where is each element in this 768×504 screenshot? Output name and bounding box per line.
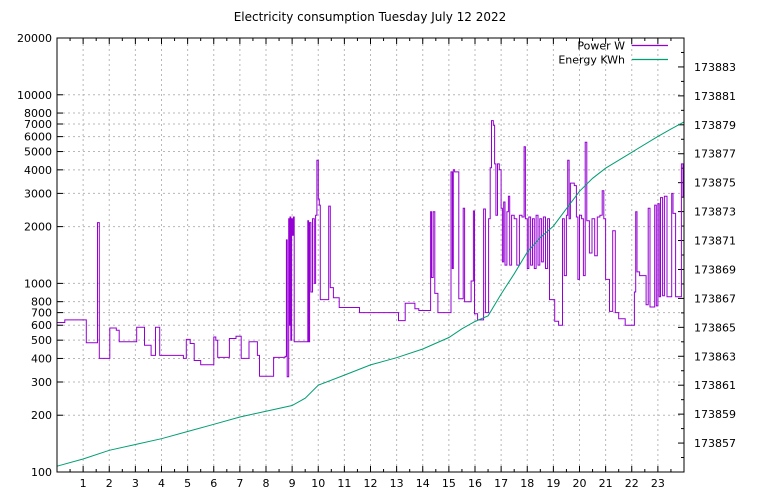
x-tick-label: 23 [651, 477, 665, 490]
x-tick-label: 10 [311, 477, 325, 490]
y-right-tick-label: 173871 [694, 235, 736, 248]
y-left-tick-label: 600 [31, 319, 52, 332]
y-right-tick-label: 173867 [694, 292, 736, 305]
y-right-tick-label: 173877 [694, 148, 736, 161]
x-tick-label: 7 [236, 477, 243, 490]
x-tick-label: 15 [442, 477, 456, 490]
y-left-tick-label: 1000 [24, 277, 52, 290]
x-tick-label: 20 [573, 477, 587, 490]
plot-border [56, 37, 685, 473]
x-tick-label: 22 [625, 477, 639, 490]
y-left-tick-label: 800 [31, 296, 52, 309]
y-right-tick-label: 173865 [694, 321, 736, 334]
y-right-tick-label: 173881 [694, 90, 736, 103]
y-left-tick-label: 5000 [24, 146, 52, 159]
x-tick-label: 1 [80, 477, 87, 490]
x-tick-label: 12 [364, 477, 378, 490]
x-tick-label: 3 [132, 477, 139, 490]
x-tick-label: 17 [494, 477, 508, 490]
y-right-tick-label: 173859 [694, 408, 736, 421]
y-left-tick-label: 3000 [24, 187, 52, 200]
y-left-tick-label: 2000 [24, 221, 52, 234]
x-tick-label: 5 [184, 477, 191, 490]
y-left-tick-label: 20000 [17, 32, 52, 45]
y-left-tick-label: 7000 [24, 118, 52, 131]
y-right-tick-label: 173857 [694, 437, 736, 450]
legend-label-energy: Energy KWh [558, 54, 625, 67]
y-left-tick-label: 8000 [24, 107, 52, 120]
x-tick-label: 21 [599, 477, 613, 490]
y-left-tick-label: 200 [31, 409, 52, 422]
x-tick-label: 13 [390, 477, 404, 490]
y-right-tick-label: 173863 [694, 350, 736, 363]
y-right-tick-label: 173879 [694, 119, 736, 132]
x-tick-label: 16 [468, 477, 482, 490]
y-left-tick-label: 500 [31, 334, 52, 347]
x-tick-label: 4 [158, 477, 165, 490]
y-left-tick-label: 400 [31, 352, 52, 365]
y-left-tick-label: 100 [31, 466, 52, 479]
y-right-tick-label: 173869 [694, 263, 736, 276]
chart-legend: Power W Energy KWh [558, 40, 668, 67]
x-tick-label: 19 [546, 477, 560, 490]
y-right-tick-label: 173875 [694, 177, 736, 190]
x-tick-label: 2 [106, 477, 113, 490]
x-tick-label: 6 [210, 477, 217, 490]
chart-title: Electricity consumption Tuesday July 12 … [234, 10, 507, 24]
x-tick-label: 11 [337, 477, 351, 490]
x-tick-label: 9 [289, 477, 296, 490]
plot-area: 1 2 3 4 5 6 7 8 9 10 11 12 13 14 15 16 17 18 19 20 21 22 23100… [17, 32, 736, 490]
y-right-tick-label: 173873 [694, 206, 736, 219]
power-series-path [57, 120, 684, 378]
x-tick-label: 18 [520, 477, 534, 490]
y-left-tick-label: 700 [31, 307, 52, 320]
y-right-tick-label: 173861 [694, 379, 736, 392]
y-left-tick-label: 4000 [24, 164, 52, 177]
y-left-tick-label: 6000 [24, 131, 52, 144]
x-tick-label: 8 [263, 477, 270, 490]
y-right-tick-label: 173883 [694, 61, 736, 74]
y-left-tick-label: 10000 [17, 89, 52, 102]
y-left-tick-label: 300 [31, 376, 52, 389]
energy-series-path [56, 121, 685, 467]
x-tick-label: 14 [416, 477, 430, 490]
legend-label-power: Power W [577, 40, 625, 53]
